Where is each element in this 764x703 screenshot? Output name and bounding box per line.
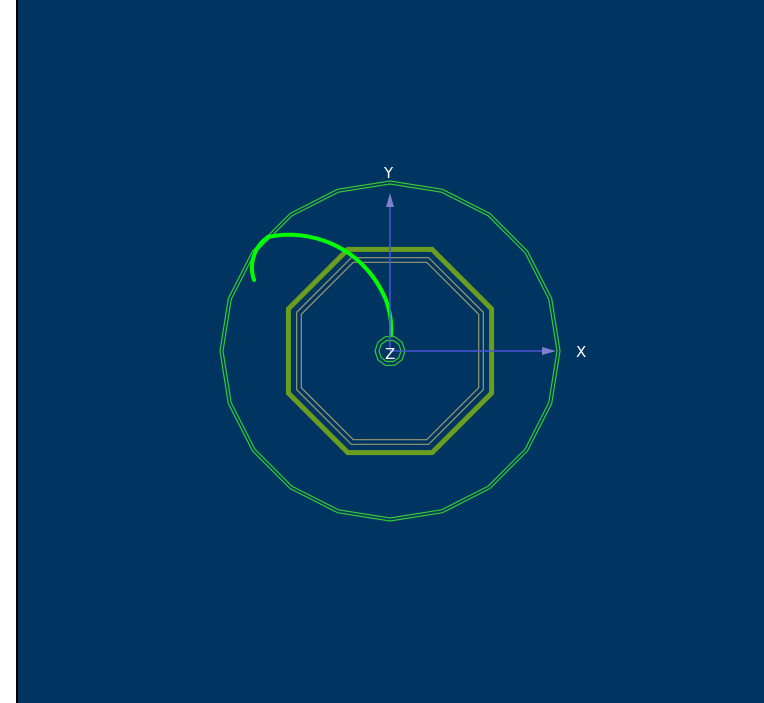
- particle-track-curve: [266, 232, 394, 337]
- beam-pipe-outer: [374, 336, 406, 366]
- octagon-inner-outline-2: [300, 261, 480, 441]
- 3d-viewport[interactable]: X Y Z: [16, 0, 764, 703]
- scene-canvas[interactable]: X Y Z: [18, 0, 764, 703]
- particle-tracks: [249, 232, 394, 337]
- octagon-outer-thick: [285, 246, 495, 456]
- particle-track-hook: [249, 235, 270, 282]
- beam-pipe: [374, 336, 406, 366]
- y-axis-arrow: [386, 193, 394, 207]
- x-axis-arrow: [542, 347, 556, 355]
- outer-detector-polygon: [219, 180, 561, 522]
- octagon-detector: [285, 246, 495, 456]
- outer-polygon-outline: [219, 180, 561, 522]
- octagon-inner-outline: [296, 257, 484, 445]
- x-axis-label: X: [576, 343, 586, 361]
- beam-pipe-inner: [378, 339, 402, 363]
- z-axis-label: Z: [385, 345, 395, 363]
- y-axis-label: Y: [383, 164, 394, 182]
- outer-polygon-inner-outline: [222, 183, 558, 519]
- coordinate-axes: X Y Z: [383, 164, 586, 363]
